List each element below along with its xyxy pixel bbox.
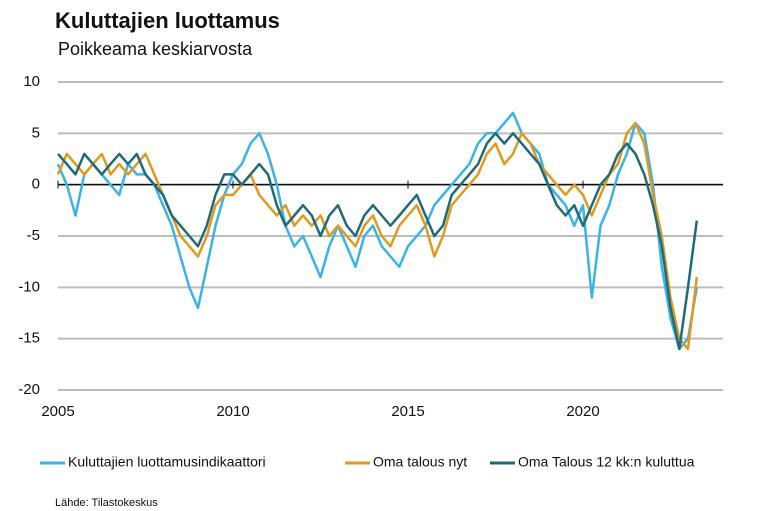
x-tick-label: 2015 bbox=[391, 403, 424, 420]
x-tick-label: 2020 bbox=[566, 403, 599, 420]
y-tick-label: -10 bbox=[18, 278, 40, 295]
y-tick-label: 10 bbox=[23, 73, 40, 90]
source: Lähde: Tilastokeskus bbox=[55, 497, 158, 509]
legend-label: Oma talous nyt bbox=[373, 454, 467, 470]
y-tick-label: 0 bbox=[32, 176, 40, 193]
y-tick-label: -20 bbox=[18, 381, 40, 398]
series-line bbox=[57, 132, 699, 351]
y-tick-label: -5 bbox=[27, 227, 40, 244]
x-tick-label: 2005 bbox=[41, 403, 74, 420]
y-tick-label: -15 bbox=[18, 330, 40, 347]
chart-title: Kuluttajien luottamus bbox=[55, 8, 280, 33]
x-tick-label: 2010 bbox=[216, 403, 249, 420]
y-tick-label: 5 bbox=[32, 124, 40, 141]
series-line bbox=[56, 111, 699, 351]
legend-label: Oma Talous 12 kk:n kuluttua bbox=[518, 454, 695, 470]
chart-subtitle: Poikkeama keskiarvosta bbox=[58, 39, 253, 59]
legend-label: Kuluttajien luottamusindikaattori bbox=[68, 454, 266, 470]
